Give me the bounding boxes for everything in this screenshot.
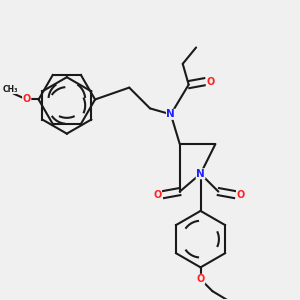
- Text: O: O: [206, 77, 214, 87]
- Text: N: N: [167, 109, 175, 119]
- Text: O: O: [22, 94, 31, 104]
- Text: N: N: [196, 169, 205, 179]
- Text: O: O: [236, 190, 245, 200]
- Text: O: O: [196, 274, 205, 284]
- Text: CH₃: CH₃: [3, 85, 18, 94]
- Text: O: O: [153, 190, 162, 200]
